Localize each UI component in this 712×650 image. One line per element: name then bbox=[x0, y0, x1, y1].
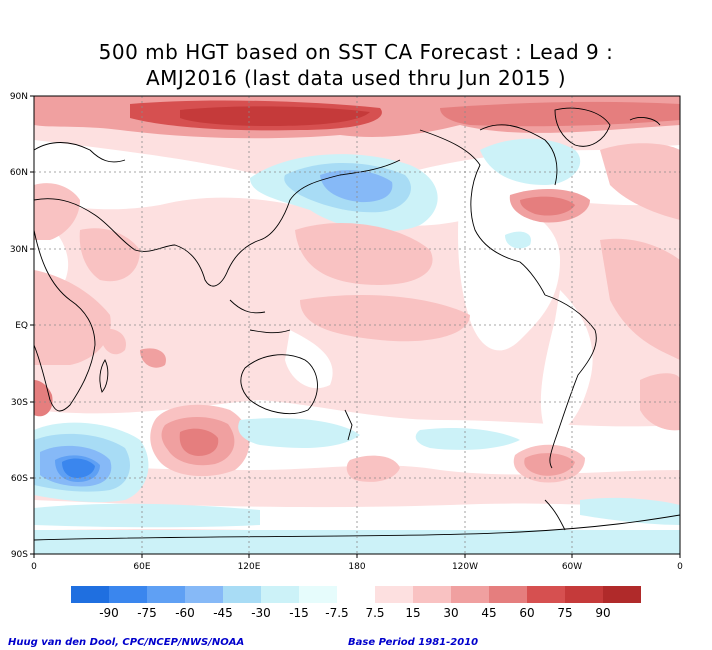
lon-label: 120W bbox=[452, 562, 478, 572]
legend-swatch bbox=[337, 586, 375, 603]
legend-label: 45 bbox=[481, 606, 496, 620]
legend-label: 15 bbox=[405, 606, 420, 620]
legend-swatch bbox=[109, 586, 147, 603]
title-line-2: AMJ2016 (last data used thru Jun 2015 ) bbox=[145, 66, 567, 90]
lat-label: EQ bbox=[15, 321, 28, 331]
legend-swatch bbox=[261, 586, 299, 603]
coastlines bbox=[34, 107, 680, 541]
legend-label: 90 bbox=[595, 606, 610, 620]
legend-swatch bbox=[603, 586, 641, 603]
longitude-labels: 0 60E 120E 180 120W 60W 0 bbox=[31, 562, 683, 572]
lon-label: 0 bbox=[31, 562, 37, 572]
lon-label: 0 bbox=[677, 562, 683, 572]
legend-swatch bbox=[147, 586, 185, 603]
lat-label: 30S bbox=[11, 398, 28, 408]
ticks bbox=[30, 95, 681, 558]
legend-label: -15 bbox=[289, 606, 309, 620]
legend-label: -7.5 bbox=[325, 606, 348, 620]
graticule bbox=[34, 96, 680, 554]
lon-label: 60W bbox=[562, 562, 582, 572]
legend-label: -75 bbox=[137, 606, 157, 620]
title-line-1: 500 mb HGT based on SST CA Forecast : Le… bbox=[98, 40, 614, 64]
legend-label: -45 bbox=[213, 606, 233, 620]
legend-swatch bbox=[375, 586, 413, 603]
legend-label: -60 bbox=[175, 606, 195, 620]
legend-swatch bbox=[451, 586, 489, 603]
legend-swatch bbox=[185, 586, 223, 603]
legend-label: 7.5 bbox=[365, 606, 384, 620]
lon-label: 60E bbox=[133, 562, 150, 572]
lat-label: 60N bbox=[10, 168, 28, 178]
base-period-note: Base Period 1981-2010 bbox=[348, 637, 479, 648]
lat-label: 30N bbox=[10, 245, 28, 255]
legend-swatch bbox=[489, 586, 527, 603]
lon-label: 180 bbox=[348, 562, 365, 572]
legend-label: -30 bbox=[251, 606, 271, 620]
legend-label: -90 bbox=[99, 606, 119, 620]
lat-label: 60S bbox=[11, 474, 28, 484]
legend-swatch bbox=[299, 586, 337, 603]
lat-label: 90N bbox=[10, 92, 28, 102]
legend-swatch bbox=[71, 586, 109, 603]
author-credit: Huug van den Dool, CPC/NCEP/NWS/NOAA bbox=[8, 637, 245, 648]
legend-swatch bbox=[223, 586, 261, 603]
legend-label: 75 bbox=[557, 606, 572, 620]
legend-label: 30 bbox=[443, 606, 458, 620]
color-legend: -90 -75 -60 -45 -30 -15 -7.5 7.5 15 30 45 60 75 90 bbox=[71, 586, 641, 620]
legend-swatch bbox=[565, 586, 603, 603]
lon-label: 120E bbox=[238, 562, 261, 572]
legend-label: 60 bbox=[519, 606, 534, 620]
legend-swatch bbox=[527, 586, 565, 603]
legend-swatch bbox=[413, 586, 451, 603]
latitude-labels: 90N 60N 30N EQ 30S 60S 90S bbox=[10, 92, 28, 560]
lat-label: 90S bbox=[11, 550, 28, 560]
